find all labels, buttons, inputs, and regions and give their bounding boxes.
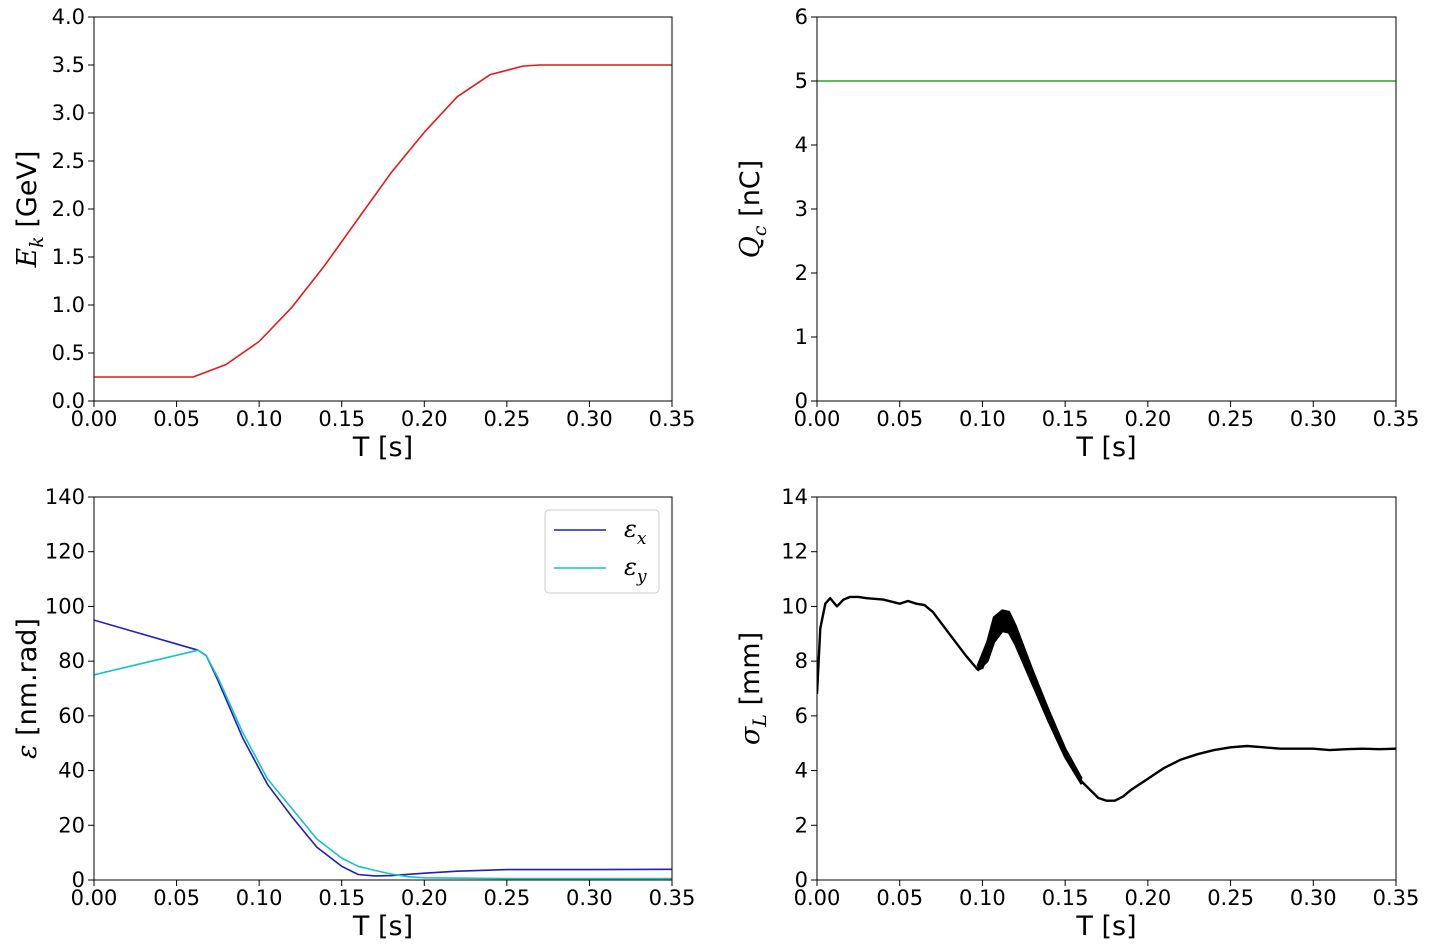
x-tick-label: 0.15 bbox=[1042, 886, 1089, 910]
y-tick-label: 0.5 bbox=[52, 341, 85, 365]
y-tick-label: 0 bbox=[795, 389, 808, 413]
plot-frame bbox=[816, 16, 1397, 402]
y-tick-label: 0.0 bbox=[52, 389, 85, 413]
x-axis-label: T [s] bbox=[1075, 911, 1136, 942]
legend-label-x: εx bbox=[624, 515, 647, 549]
chart-panel-1: 0.00 0.05 0.10 0.15 0.20 0.25 0.30 0.35 0.0 0.5 1.… bbox=[12, 5, 695, 463]
x-tick-label: 0.20 bbox=[1124, 407, 1171, 431]
y-tick-label: 2.0 bbox=[52, 197, 85, 221]
series-line-_x-0 bbox=[94, 619, 672, 877]
x-tick-label: 0.20 bbox=[401, 886, 448, 910]
x-tick-label: 0.25 bbox=[483, 886, 530, 910]
x-tick-label: 0.20 bbox=[401, 407, 448, 431]
chart-panel-3: 0.00 0.05 0.10 0.15 0.20 0.25 0.30 0.35 0 20 40 60 8… bbox=[12, 485, 695, 942]
plot-frame bbox=[93, 16, 673, 402]
x-tick-label: 0.25 bbox=[1207, 407, 1254, 431]
x-tick-label: 0.30 bbox=[1290, 407, 1337, 431]
x-axis-label: T [s] bbox=[352, 911, 413, 942]
y-tick-label: 8 bbox=[795, 649, 808, 673]
y-tick-label: 5 bbox=[795, 69, 808, 93]
oscillation-band bbox=[977, 610, 1082, 785]
x-tick-label: 0.35 bbox=[1373, 886, 1420, 910]
y-tick-label: 120 bbox=[45, 540, 85, 564]
y-tick-label: 2 bbox=[795, 813, 808, 837]
x-tick-label: 0.10 bbox=[959, 407, 1006, 431]
x-tick-label: 0.00 bbox=[71, 407, 118, 431]
x-tick-label: 0.05 bbox=[153, 886, 200, 910]
x-tick-label: 0.15 bbox=[318, 407, 365, 431]
y-tick-label: 80 bbox=[58, 649, 85, 673]
y-tick-label: 14 bbox=[781, 485, 808, 509]
y-tick-label: 12 bbox=[781, 540, 808, 564]
y-tick-label: 3.5 bbox=[52, 53, 85, 77]
x-tick-label: 0.10 bbox=[236, 407, 283, 431]
y-axis-label: Ek [GeV] bbox=[12, 151, 48, 269]
x-tick-label: 0.05 bbox=[876, 407, 923, 431]
plot-frame bbox=[816, 496, 1397, 881]
x-tick-label: 0.35 bbox=[649, 886, 696, 910]
x-tick-label: 0.30 bbox=[566, 407, 613, 431]
y-tick-label: 3 bbox=[795, 197, 808, 221]
series-line-E_k-0 bbox=[94, 64, 672, 378]
x-tick-label: 0.30 bbox=[1290, 886, 1337, 910]
y-axis-label: σL [mm] bbox=[735, 632, 771, 745]
x-tick-label: 0.25 bbox=[483, 407, 530, 431]
y-tick-label: 60 bbox=[58, 704, 85, 728]
y-tick-label: 1.5 bbox=[52, 245, 85, 269]
x-tick-label: 0.35 bbox=[1373, 407, 1420, 431]
y-axis-label: ε [nm.rad] bbox=[12, 618, 43, 759]
y-tick-label: 100 bbox=[45, 594, 85, 618]
series-line-_L_band_lower-2 bbox=[976, 629, 1083, 785]
y-tick-label: 140 bbox=[45, 485, 85, 509]
x-tick-label: 0.15 bbox=[1042, 407, 1089, 431]
x-tick-label: 0.10 bbox=[959, 886, 1006, 910]
y-tick-label: 10 bbox=[781, 594, 808, 618]
series-line-_y-1 bbox=[94, 649, 672, 880]
x-tick-label: 0.25 bbox=[1207, 886, 1254, 910]
x-tick-label: 0.35 bbox=[649, 407, 696, 431]
y-tick-label: 6 bbox=[795, 704, 808, 728]
x-tick-label: 0.05 bbox=[876, 886, 923, 910]
x-tick-label: 0.00 bbox=[794, 886, 841, 910]
chart-panel-2: 0.00 0.05 0.10 0.15 0.20 0.25 0.30 0.35 0 1 2 3 4 5 6 T… bbox=[735, 5, 1419, 463]
y-tick-label: 2.5 bbox=[52, 149, 85, 173]
legend-label-y: εy bbox=[624, 553, 647, 587]
x-tick-label: 0.00 bbox=[794, 407, 841, 431]
y-tick-label: 4.0 bbox=[52, 5, 85, 29]
y-tick-label: 2 bbox=[795, 261, 808, 285]
y-tick-label: 40 bbox=[58, 759, 85, 783]
y-tick-label: 3.0 bbox=[52, 101, 85, 125]
x-axis-label: T [s] bbox=[352, 432, 413, 463]
y-tick-label: 4 bbox=[795, 759, 808, 783]
x-tick-label: 0.10 bbox=[236, 886, 283, 910]
plot-frame bbox=[93, 496, 673, 881]
y-tick-label: 20 bbox=[58, 813, 85, 837]
chart-panel-4: 0.00 0.05 0.10 0.15 0.20 0.25 0.30 0.35 0 2 4 6 8 10 1… bbox=[735, 485, 1419, 942]
x-tick-label: 0.15 bbox=[318, 886, 365, 910]
legend: εx εy bbox=[544, 509, 660, 594]
x-tick-label: 0.00 bbox=[71, 886, 118, 910]
x-tick-label: 0.05 bbox=[153, 407, 200, 431]
x-axis-label: T [s] bbox=[1075, 432, 1136, 463]
x-tick-label: 0.30 bbox=[566, 886, 613, 910]
y-tick-label: 1.0 bbox=[52, 293, 85, 317]
x-tick-label: 0.20 bbox=[1124, 886, 1171, 910]
y-axis-label: Qc [nC] bbox=[735, 160, 771, 258]
y-tick-label: 1 bbox=[795, 325, 808, 349]
y-tick-label: 0 bbox=[72, 868, 85, 892]
y-tick-label: 4 bbox=[795, 133, 808, 157]
y-tick-label: 6 bbox=[795, 5, 808, 29]
series-line-_L-0 bbox=[817, 595, 1396, 802]
y-tick-label: 0 bbox=[795, 868, 808, 892]
